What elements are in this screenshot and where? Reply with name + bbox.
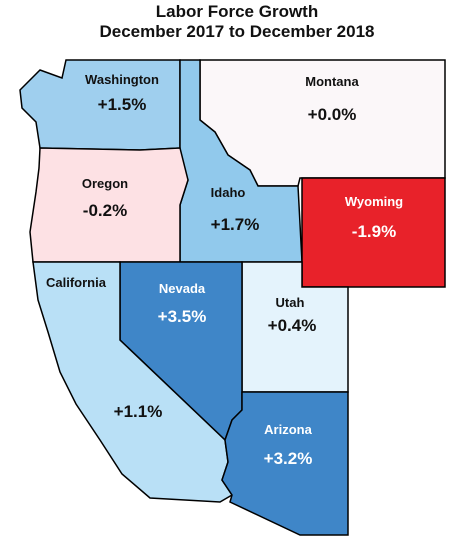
arizona-value: +3.2% [264,449,313,468]
nevada-value: +3.5% [158,307,207,326]
california-value: +1.1% [114,402,163,421]
montana-value: +0.0% [308,105,357,124]
oregon-value: -0.2% [83,201,127,220]
map-title: Labor Force Growth [155,2,319,21]
arizona-name: Arizona [264,422,312,437]
wyoming-value: -1.9% [352,222,396,241]
wyoming-name: Wyoming [345,194,403,209]
map-subtitle: December 2017 to December 2018 [99,22,375,41]
utah-value: +0.4% [268,316,317,335]
state-arizona [221,391,349,536]
idaho-value: +1.7% [211,215,260,234]
nevada-name: Nevada [159,281,206,296]
california-name: California [46,275,107,290]
state-wyoming [301,177,446,288]
state-california [32,261,234,503]
utah-name: Utah [276,295,305,310]
washington-value: +1.5% [98,95,147,114]
washington-name: Washington [85,72,159,87]
oregon-name: Oregon [82,176,128,191]
idaho-name: Idaho [211,185,246,200]
montana-name: Montana [305,74,359,89]
